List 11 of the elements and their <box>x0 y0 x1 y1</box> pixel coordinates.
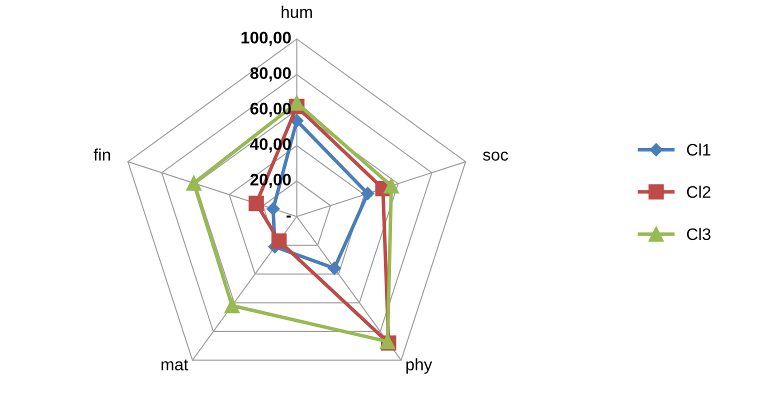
spoke-label: mat <box>162 359 188 370</box>
spoke-label: hum <box>282 6 312 18</box>
legend-label: Cl1 <box>687 143 710 156</box>
y-tick-label: - <box>286 216 291 218</box>
y-tick-label: 100,00 <box>242 32 291 46</box>
legend-label: Cl3 <box>687 228 710 240</box>
y-tick-label: 80,00 <box>250 67 291 82</box>
spoke-label: soc <box>482 152 508 161</box>
spoke-label: fin <box>94 148 110 161</box>
legend-label: Cl2 <box>687 186 710 198</box>
spoke-label: phy <box>406 358 432 374</box>
